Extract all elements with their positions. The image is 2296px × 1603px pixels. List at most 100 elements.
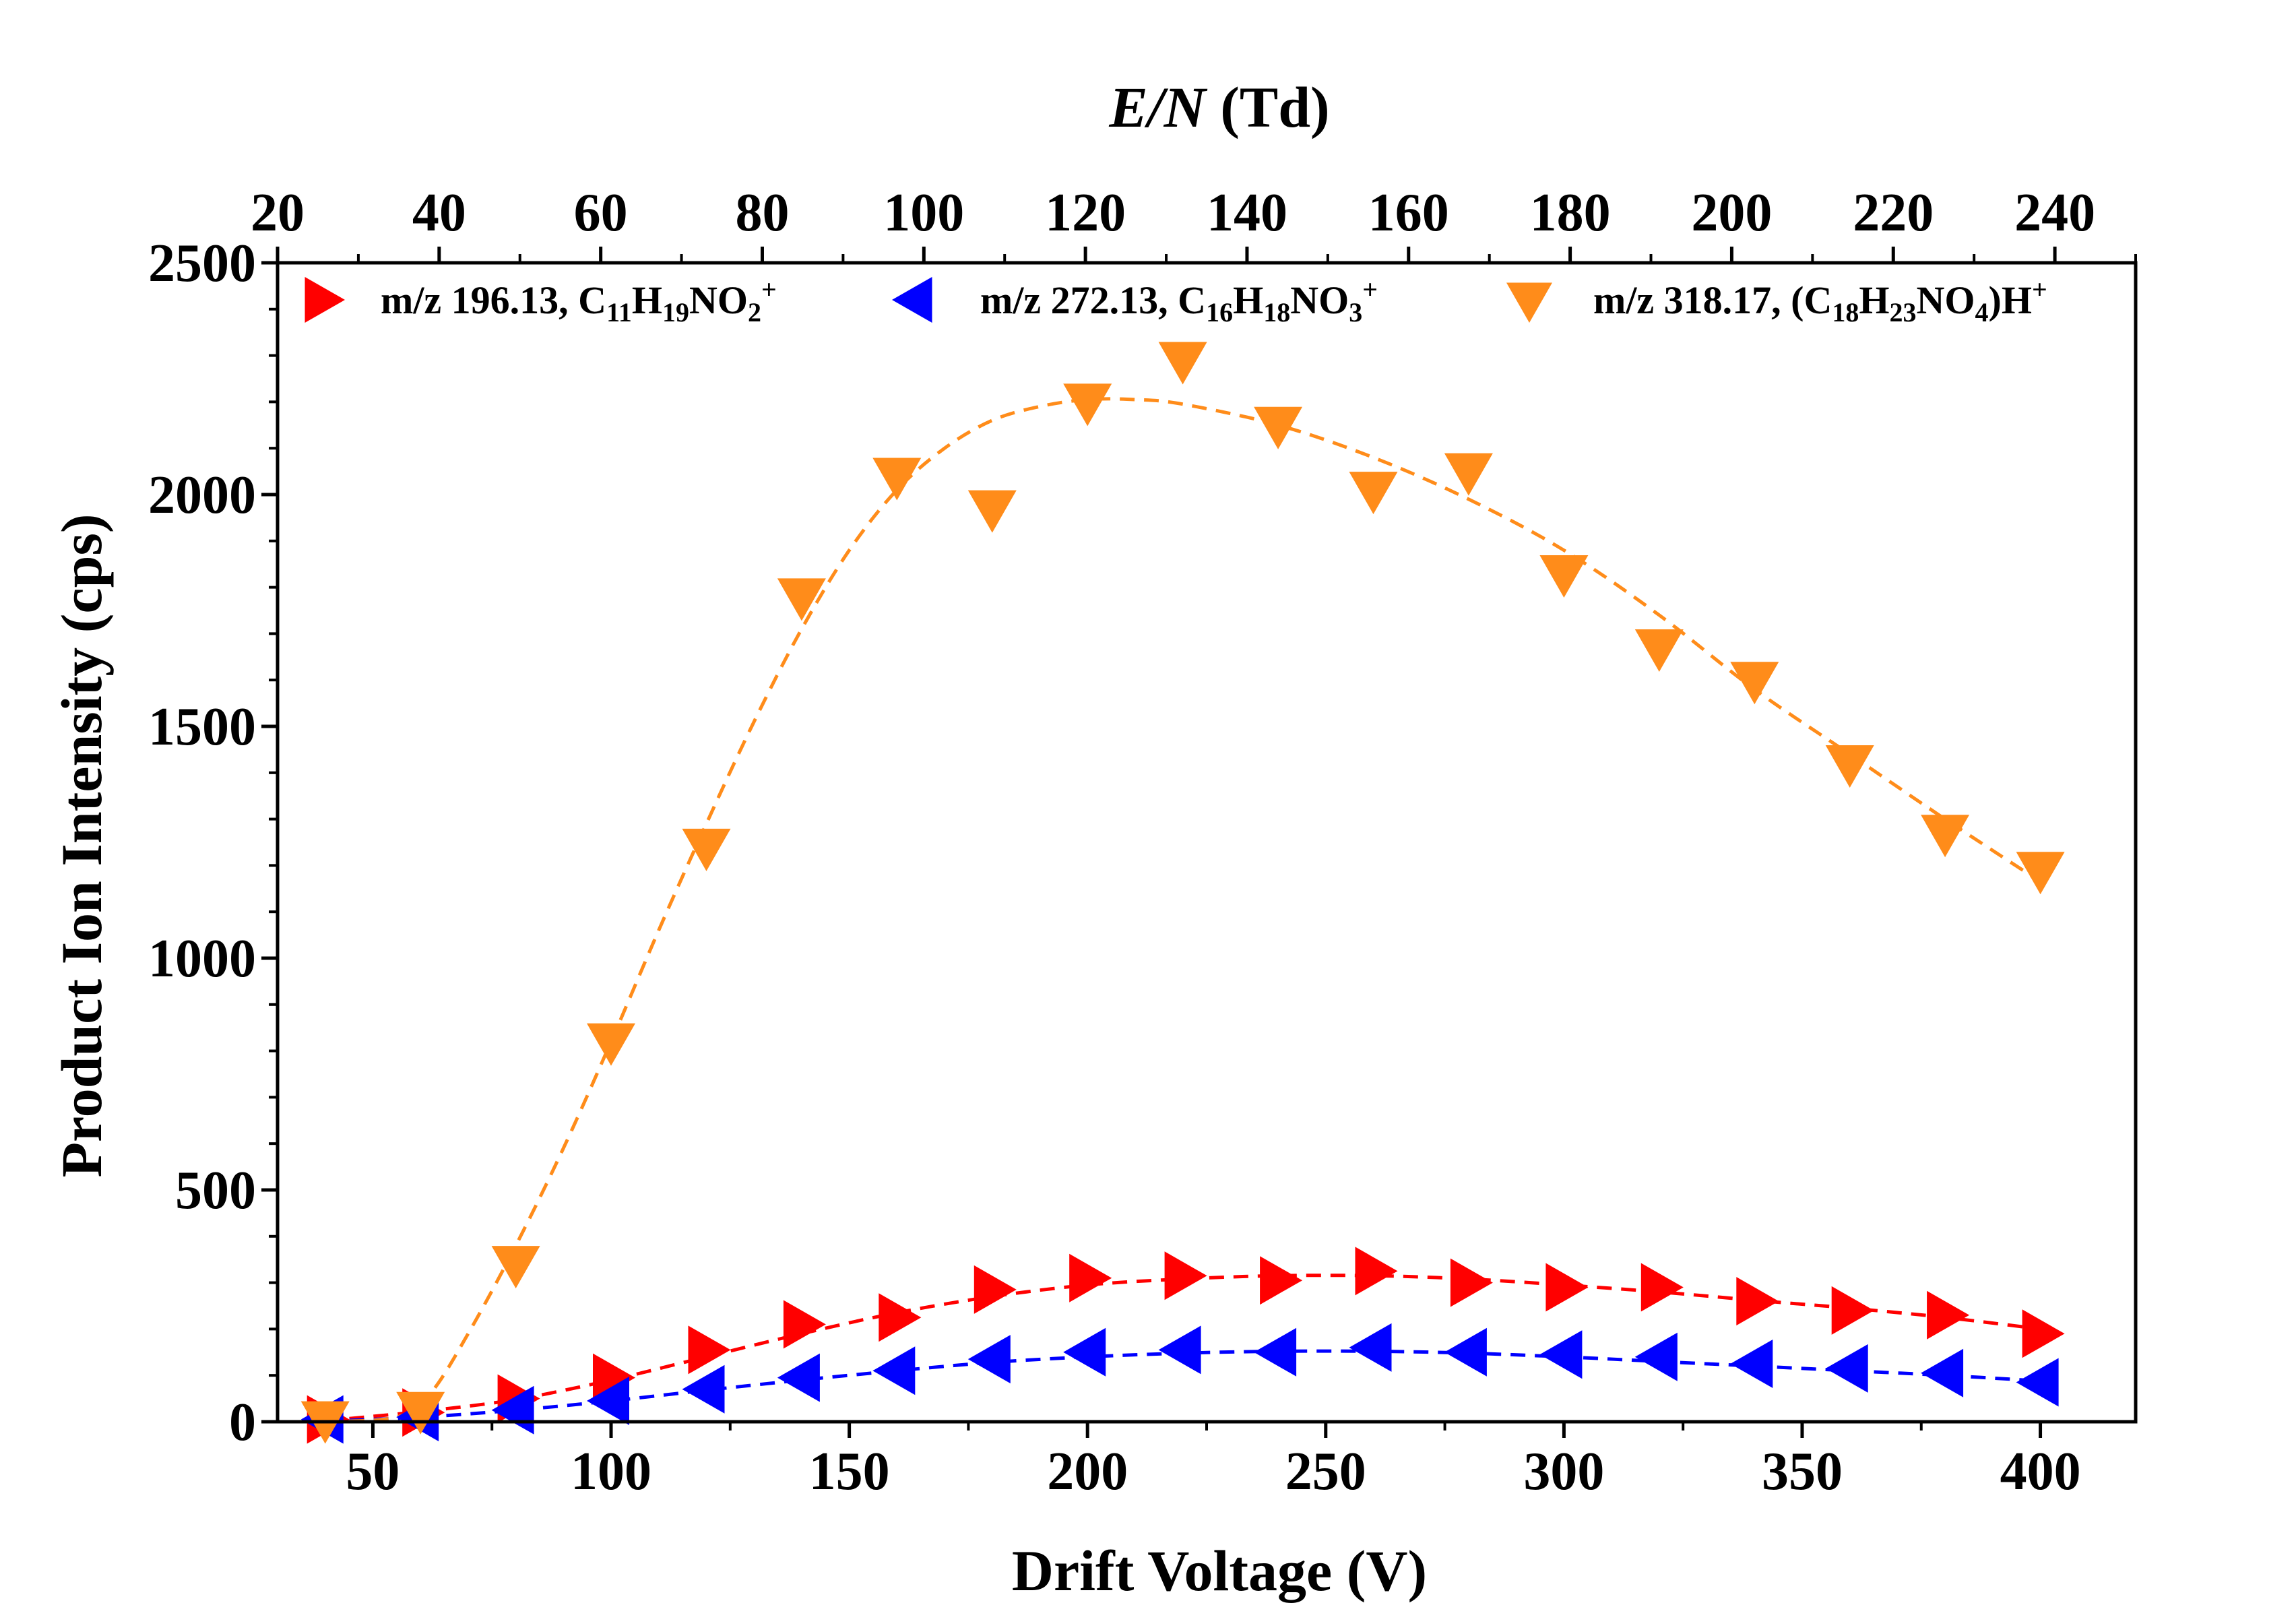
x-axis-title: Drift Voltage (V) xyxy=(1012,1538,1427,1603)
y-tick-label: 1500 xyxy=(148,697,256,757)
legend-label-part: m/z 196.13, C xyxy=(381,278,606,322)
data-point xyxy=(1921,1348,1964,1397)
x-tick-label: 100 xyxy=(571,1442,651,1501)
x-tick-label: 400 xyxy=(2000,1442,2081,1501)
legend-label-part: + xyxy=(1362,274,1378,305)
top-tick-label: 180 xyxy=(1530,183,1611,243)
legend-label-part: 18 xyxy=(1832,297,1859,327)
data-point xyxy=(1254,406,1303,449)
data-point xyxy=(491,1246,540,1289)
legend-label-part: m/z 318.17, (C xyxy=(1593,278,1832,322)
legend-label-part: NO xyxy=(1917,278,1975,322)
data-point xyxy=(1450,1258,1493,1307)
legend-label: m/z 318.17, (C18H23NO4)H+ xyxy=(1593,274,2047,327)
data-point xyxy=(1349,1323,1392,1372)
top-tick-label: 60 xyxy=(574,183,628,243)
data-point xyxy=(1069,1253,1112,1302)
legend-label-part: 4 xyxy=(1975,297,1989,327)
legend-label: m/z 272.13, C16H18NO3+ xyxy=(980,274,1378,327)
data-point xyxy=(1640,1263,1684,1312)
data-point xyxy=(1164,1251,1207,1300)
data-point xyxy=(872,1346,916,1395)
top-tick-label: 80 xyxy=(735,183,789,243)
x-tick-label: 50 xyxy=(346,1442,400,1501)
x-tick-label: 350 xyxy=(1762,1442,1843,1501)
data-point xyxy=(396,1391,445,1435)
data-point xyxy=(1634,629,1684,672)
data-point xyxy=(1158,1325,1201,1375)
data-point xyxy=(1736,1277,1779,1326)
legend-label-part: H xyxy=(632,278,662,322)
data-point xyxy=(1254,1327,1297,1377)
data-point xyxy=(1730,1340,1773,1388)
legend-label-part: NO xyxy=(1290,278,1349,322)
data-point xyxy=(1921,815,1970,858)
data-point xyxy=(967,490,1017,533)
top-tick-label: 100 xyxy=(883,183,964,243)
legend-label-part: 3 xyxy=(1349,297,1362,327)
data-point xyxy=(1444,453,1493,496)
data-point xyxy=(1539,1330,1583,1379)
axes: 50 100 150 200 250 300 350 400 0 500 1000 1500 2000 2… xyxy=(148,183,2137,1501)
data-point xyxy=(587,1023,635,1066)
legend-label-part: 23 xyxy=(1890,297,1917,327)
data-point xyxy=(783,1300,826,1349)
data-point xyxy=(593,1353,635,1402)
legend-label-part: m/z 272.13, C xyxy=(980,278,1206,322)
data-point xyxy=(1355,1247,1398,1296)
data-point xyxy=(688,1325,731,1375)
top-tick-label: 40 xyxy=(412,183,466,243)
legend-label-part: 18 xyxy=(1263,297,1290,327)
legend-label-part: )H xyxy=(1989,278,2032,322)
legend-marker xyxy=(305,277,345,323)
legend-label-part: + xyxy=(761,274,777,305)
legend-label: m/z 196.13, C11H19NO2+ xyxy=(381,274,777,327)
fit-curve xyxy=(325,397,2041,1424)
legend-label-part: + xyxy=(2032,274,2047,305)
data-point xyxy=(777,578,826,621)
data-point xyxy=(1831,1286,1874,1335)
legend-marker xyxy=(892,277,932,323)
y-tick-label: 2500 xyxy=(148,234,256,293)
data-point xyxy=(1825,745,1874,788)
data-point xyxy=(682,1364,725,1414)
data-point xyxy=(682,828,731,871)
data-markers xyxy=(300,342,2065,1444)
data-point xyxy=(1444,1327,1487,1377)
data-point xyxy=(2016,852,2065,895)
data-point xyxy=(2022,1309,2065,1358)
data-point xyxy=(872,458,922,501)
data-point xyxy=(587,1377,629,1425)
legend-label-part: H xyxy=(1859,278,1889,322)
top-tick-label: 20 xyxy=(251,183,305,243)
x-tick-label: 300 xyxy=(1523,1442,1604,1501)
data-point xyxy=(1545,1263,1589,1312)
y-tick-label: 0 xyxy=(229,1393,256,1452)
legend-label-part: 2 xyxy=(748,297,761,327)
x-tick-label: 150 xyxy=(809,1442,890,1501)
data-point xyxy=(1539,555,1589,598)
data-point xyxy=(777,1353,820,1402)
x-tick-label: 250 xyxy=(1285,1442,1366,1501)
legend-label-part: NO xyxy=(689,278,748,322)
data-point xyxy=(974,1265,1017,1314)
top-axis-title-unit: (Td) xyxy=(1206,75,1330,139)
legend-label-part: 19 xyxy=(662,297,689,327)
y-tick-label: 500 xyxy=(175,1161,256,1220)
top-tick-label: 140 xyxy=(1207,183,1287,243)
top-axis-title: E/N (Td) xyxy=(1108,75,1329,139)
top-tick-label: 240 xyxy=(2014,183,2095,243)
data-point xyxy=(1158,342,1207,385)
data-point xyxy=(967,1335,1011,1384)
data-point xyxy=(879,1293,922,1342)
data-point xyxy=(1063,1327,1106,1377)
data-point xyxy=(2016,1358,2059,1407)
legend-label-part: 16 xyxy=(1206,297,1233,327)
legend-marker xyxy=(1506,282,1552,323)
data-point xyxy=(1825,1344,1868,1393)
top-tick-label: 200 xyxy=(1691,183,1772,243)
data-point xyxy=(1063,383,1112,427)
data-point xyxy=(1260,1256,1303,1305)
